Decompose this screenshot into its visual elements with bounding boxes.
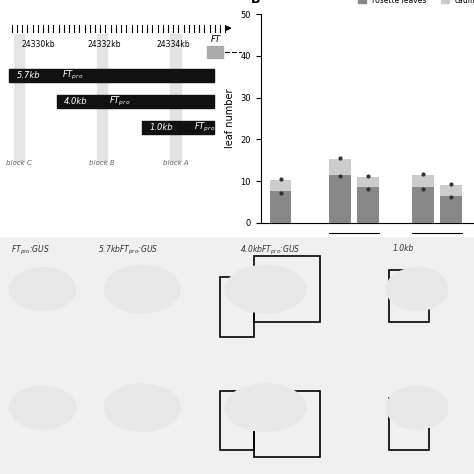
Bar xyxy=(329,175,351,223)
Bar xyxy=(207,46,223,58)
Text: B: B xyxy=(251,0,260,6)
Text: block C: block C xyxy=(6,160,32,165)
Ellipse shape xyxy=(225,384,306,431)
Bar xyxy=(254,391,320,457)
Ellipse shape xyxy=(104,384,180,431)
Text: Col: Col xyxy=(274,239,287,248)
Text: 5.7kb$FT_{pro}$:GUS: 5.7kb$FT_{pro}$:GUS xyxy=(98,244,158,257)
Bar xyxy=(142,121,214,134)
Bar xyxy=(389,270,429,322)
Text: $FT_{pro}$: $FT_{pro}$ xyxy=(109,95,130,108)
Text: 4.0kb: 4.0kb xyxy=(64,97,88,106)
Bar xyxy=(412,175,434,187)
Text: 5.7kb: 5.7kb xyxy=(425,239,449,248)
Text: 1.0kb: 1.0kb xyxy=(392,244,414,253)
Ellipse shape xyxy=(386,268,448,310)
Ellipse shape xyxy=(9,268,76,310)
Bar xyxy=(170,34,181,162)
Text: 4.0kb$FT_{pro}$:GUS: 4.0kb$FT_{pro}$:GUS xyxy=(240,244,300,257)
Bar xyxy=(329,159,351,175)
Text: $FT_{pro}$: $FT_{pro}$ xyxy=(62,69,83,82)
Text: 24334kb: 24334kb xyxy=(156,40,190,49)
Ellipse shape xyxy=(386,386,448,429)
Bar xyxy=(9,70,214,82)
Bar xyxy=(357,187,379,223)
Legend: rosette leaves, cauline: rosette leaves, cauline xyxy=(355,0,474,8)
Bar xyxy=(412,187,434,223)
Bar xyxy=(389,398,429,450)
Text: 24330kb: 24330kb xyxy=(21,40,55,49)
Ellipse shape xyxy=(9,386,76,429)
Bar xyxy=(220,277,254,337)
Bar xyxy=(270,191,292,223)
Text: 24332kb: 24332kb xyxy=(88,40,121,49)
Bar xyxy=(440,185,462,196)
Text: $FT_{pro}$:FTcDNA ft-: $FT_{pro}$:FTcDNA ft- xyxy=(345,264,414,278)
Text: 5.7kb: 5.7kb xyxy=(17,71,40,80)
Text: 1.0kb: 1.0kb xyxy=(149,123,173,132)
Text: $FT_{pro}$: $FT_{pro}$ xyxy=(194,121,216,134)
Bar xyxy=(270,180,292,191)
Bar xyxy=(357,177,379,187)
Bar xyxy=(14,34,24,162)
Text: block B: block B xyxy=(89,160,115,165)
Text: block A: block A xyxy=(163,160,188,165)
Bar xyxy=(57,95,214,108)
Text: 8.1kb: 8.1kb xyxy=(342,239,365,248)
Ellipse shape xyxy=(225,265,306,313)
Text: $FT$: $FT$ xyxy=(210,34,222,45)
Bar xyxy=(220,391,254,450)
Bar xyxy=(97,34,107,162)
Ellipse shape xyxy=(104,265,180,313)
Bar xyxy=(254,256,320,322)
Y-axis label: leaf number: leaf number xyxy=(225,89,235,148)
Bar xyxy=(440,196,462,223)
Text: $FT_{pro}$:GUS: $FT_{pro}$:GUS xyxy=(11,244,50,257)
